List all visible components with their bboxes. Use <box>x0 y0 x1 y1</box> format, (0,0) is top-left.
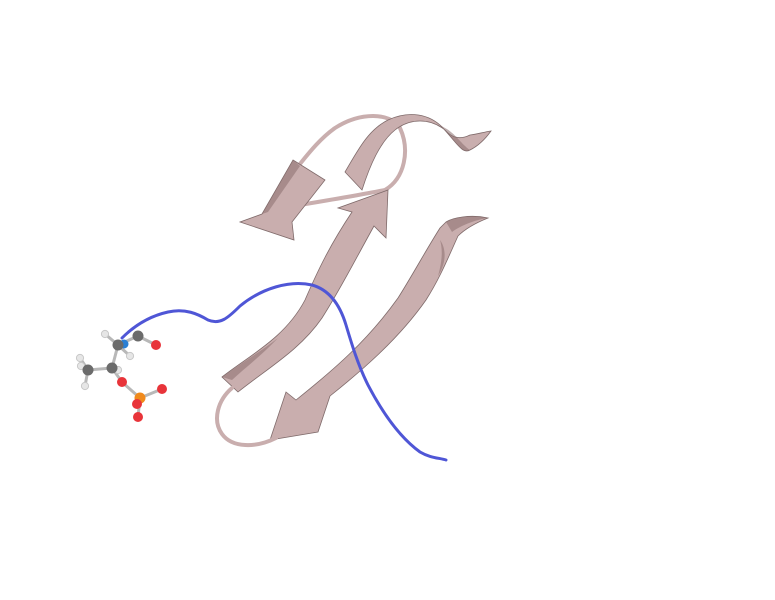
oxygen-atom <box>151 340 161 350</box>
carbon-atom <box>112 339 124 351</box>
peptide-coil <box>120 282 448 462</box>
ligand <box>75 329 167 422</box>
strand-upper-left-shade <box>262 160 300 214</box>
strand-main <box>221 189 389 393</box>
strand-right-shade <box>446 216 488 232</box>
oxygen-atom <box>133 412 143 422</box>
oxygen-atom <box>157 384 167 394</box>
strand-right <box>269 215 490 441</box>
hydrogen-atom <box>75 353 85 363</box>
oxygen-atom <box>132 399 142 409</box>
oxygen-atom <box>117 377 127 387</box>
hydrogen-atom <box>80 381 90 391</box>
loop-lower <box>215 386 278 447</box>
protein-chain <box>215 114 492 447</box>
strand-main-shade <box>222 338 278 380</box>
strand-right-shade2 <box>438 240 445 276</box>
peptide-chain <box>120 282 448 462</box>
carbon-atom <box>82 364 94 376</box>
carbon-atom <box>106 362 118 374</box>
loop-upper <box>293 114 407 207</box>
strand-upper-left <box>238 159 326 241</box>
ligand-atoms <box>75 329 167 422</box>
strand-top <box>344 114 492 191</box>
hydrogen-atom <box>100 329 110 339</box>
strand-top-shade <box>440 125 470 151</box>
hydrogen-atom <box>125 351 135 361</box>
carbon-atom <box>132 330 144 342</box>
